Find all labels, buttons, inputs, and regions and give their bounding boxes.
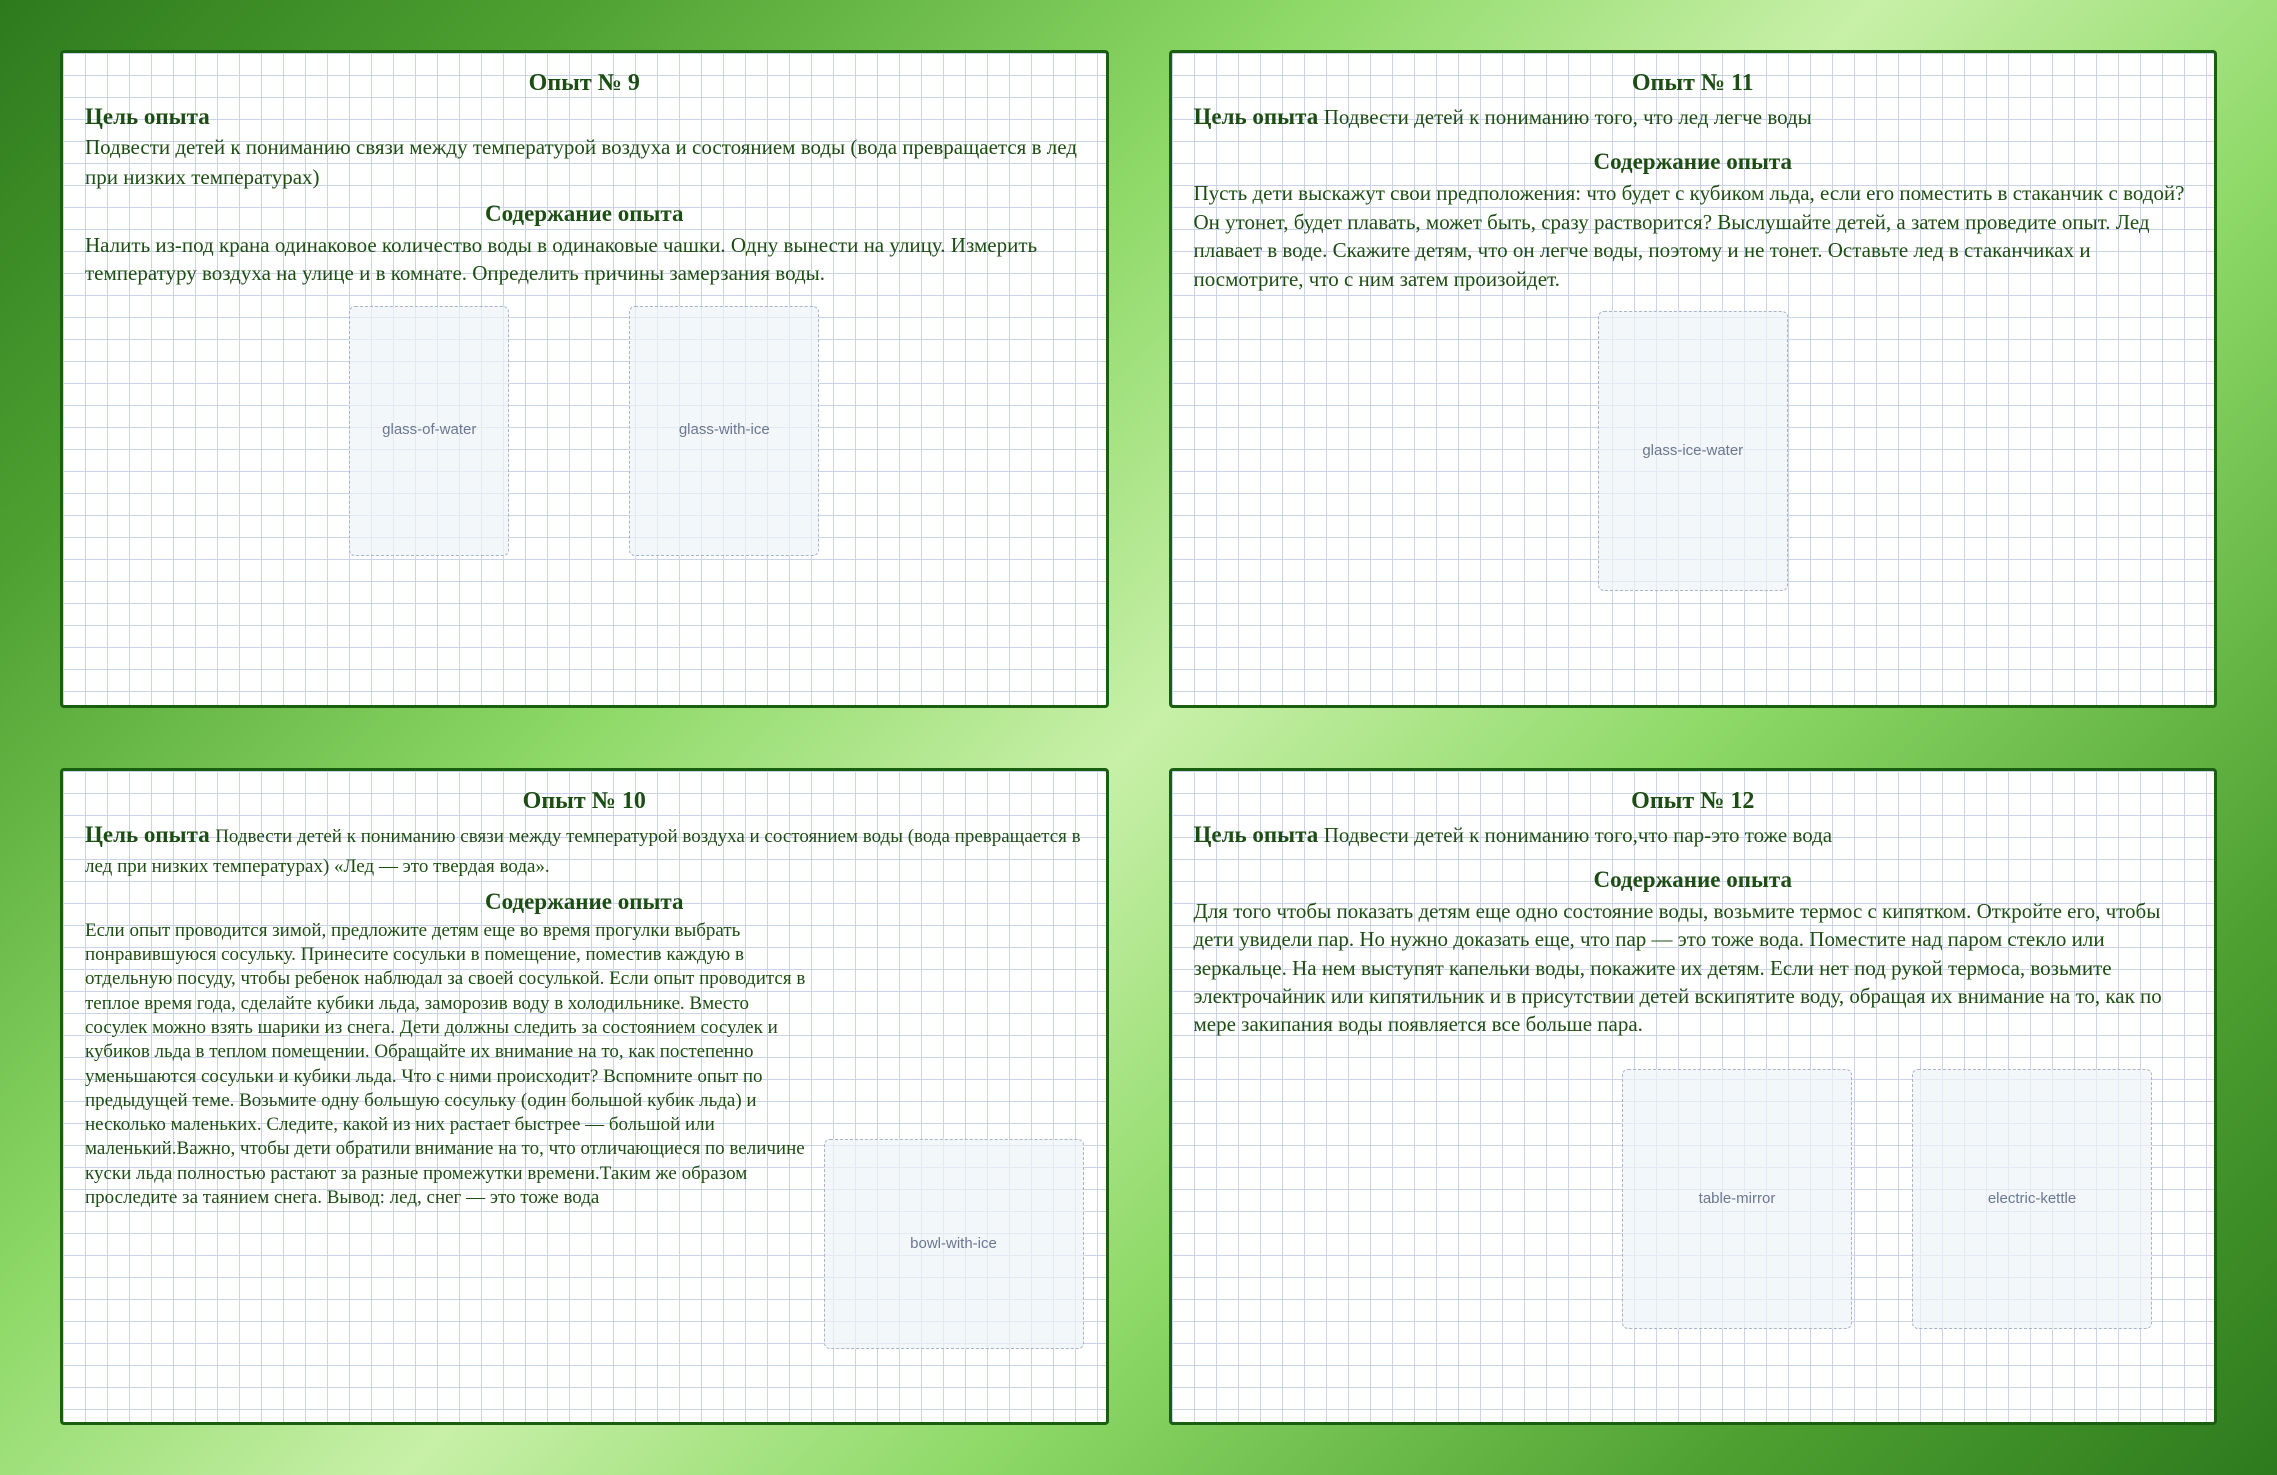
table-mirror-image: table-mirror	[1622, 1069, 1852, 1329]
card-exp9: Опыт № 9 Цель опыта Подвести детей к пон…	[60, 50, 1109, 708]
content-text: bowl-with-ice Если опыт проводится зимой…	[85, 919, 1084, 1211]
goal-label: Цель опыта	[1194, 822, 1319, 847]
card-title: Опыт № 10	[85, 785, 1084, 817]
card-title: Опыт № 9	[85, 67, 1084, 99]
content-label: Содержание опыта	[85, 198, 1084, 229]
goal-block: Цель опыта Подвести детей к пониманию то…	[1194, 819, 2193, 850]
goal-block: Цель опыта Подвести детей к пониманию св…	[85, 101, 1084, 191]
content-label: Содержание опыта	[1194, 864, 2193, 895]
goal-block: Цель опыта Подвести детей к пониманию св…	[85, 819, 1084, 880]
content-label: Содержание опыта	[1194, 146, 2193, 177]
image-row: glass-of-water glass-with-ice	[85, 306, 1084, 556]
content-label: Содержание опыта	[85, 886, 1084, 917]
goal-text: Подвести детей к пониманию связи между т…	[85, 826, 1081, 877]
glass-with-ice-image: glass-with-ice	[629, 306, 819, 556]
card-exp12: Опыт № 12 Цель опыта Подвести детей к по…	[1169, 768, 2218, 1426]
image-row: glass-ice-water	[1194, 311, 2193, 591]
card-exp10: Опыт № 10 Цель опыта Подвести детей к по…	[60, 768, 1109, 1426]
goal-label: Цель опыта	[85, 822, 210, 847]
goal-label: Цель опыта	[85, 104, 210, 129]
content-text-span: Если опыт проводится зимой, предложите д…	[85, 920, 805, 1208]
glass-of-water-image: glass-of-water	[349, 306, 509, 556]
electric-kettle-image: electric-kettle	[1912, 1069, 2152, 1329]
goal-label: Цель опыта	[1194, 104, 1319, 129]
content-text: Для того чтобы показать детям еще одно с…	[1194, 897, 2193, 1039]
goal-text: Подвести детей к пониманию того,что пар-…	[1324, 823, 1832, 847]
goal-text: Подвести детей к пониманию связи между т…	[85, 135, 1077, 189]
card-title: Опыт № 12	[1194, 785, 2193, 817]
goal-block: Цель опыта Подвести детей к пониманию то…	[1194, 101, 2193, 132]
content-text: Пусть дети выскажут свои предположения: …	[1194, 179, 2193, 292]
card-exp11: Опыт № 11 Цель опыта Подвести детей к по…	[1169, 50, 2218, 708]
goal-text: Подвести детей к пониманию того, что лед…	[1324, 105, 1812, 129]
card-title: Опыт № 11	[1194, 67, 2193, 99]
glass-ice-water-image: glass-ice-water	[1598, 311, 1788, 591]
image-row: table-mirror electric-kettle	[1194, 1069, 2193, 1329]
bowl-with-ice-image: bowl-with-ice	[824, 1139, 1084, 1349]
content-text: Налить из-под крана одинаковое количеств…	[85, 231, 1084, 288]
page-grid: Опыт № 9 Цель опыта Подвести детей к пон…	[0, 0, 2277, 1475]
